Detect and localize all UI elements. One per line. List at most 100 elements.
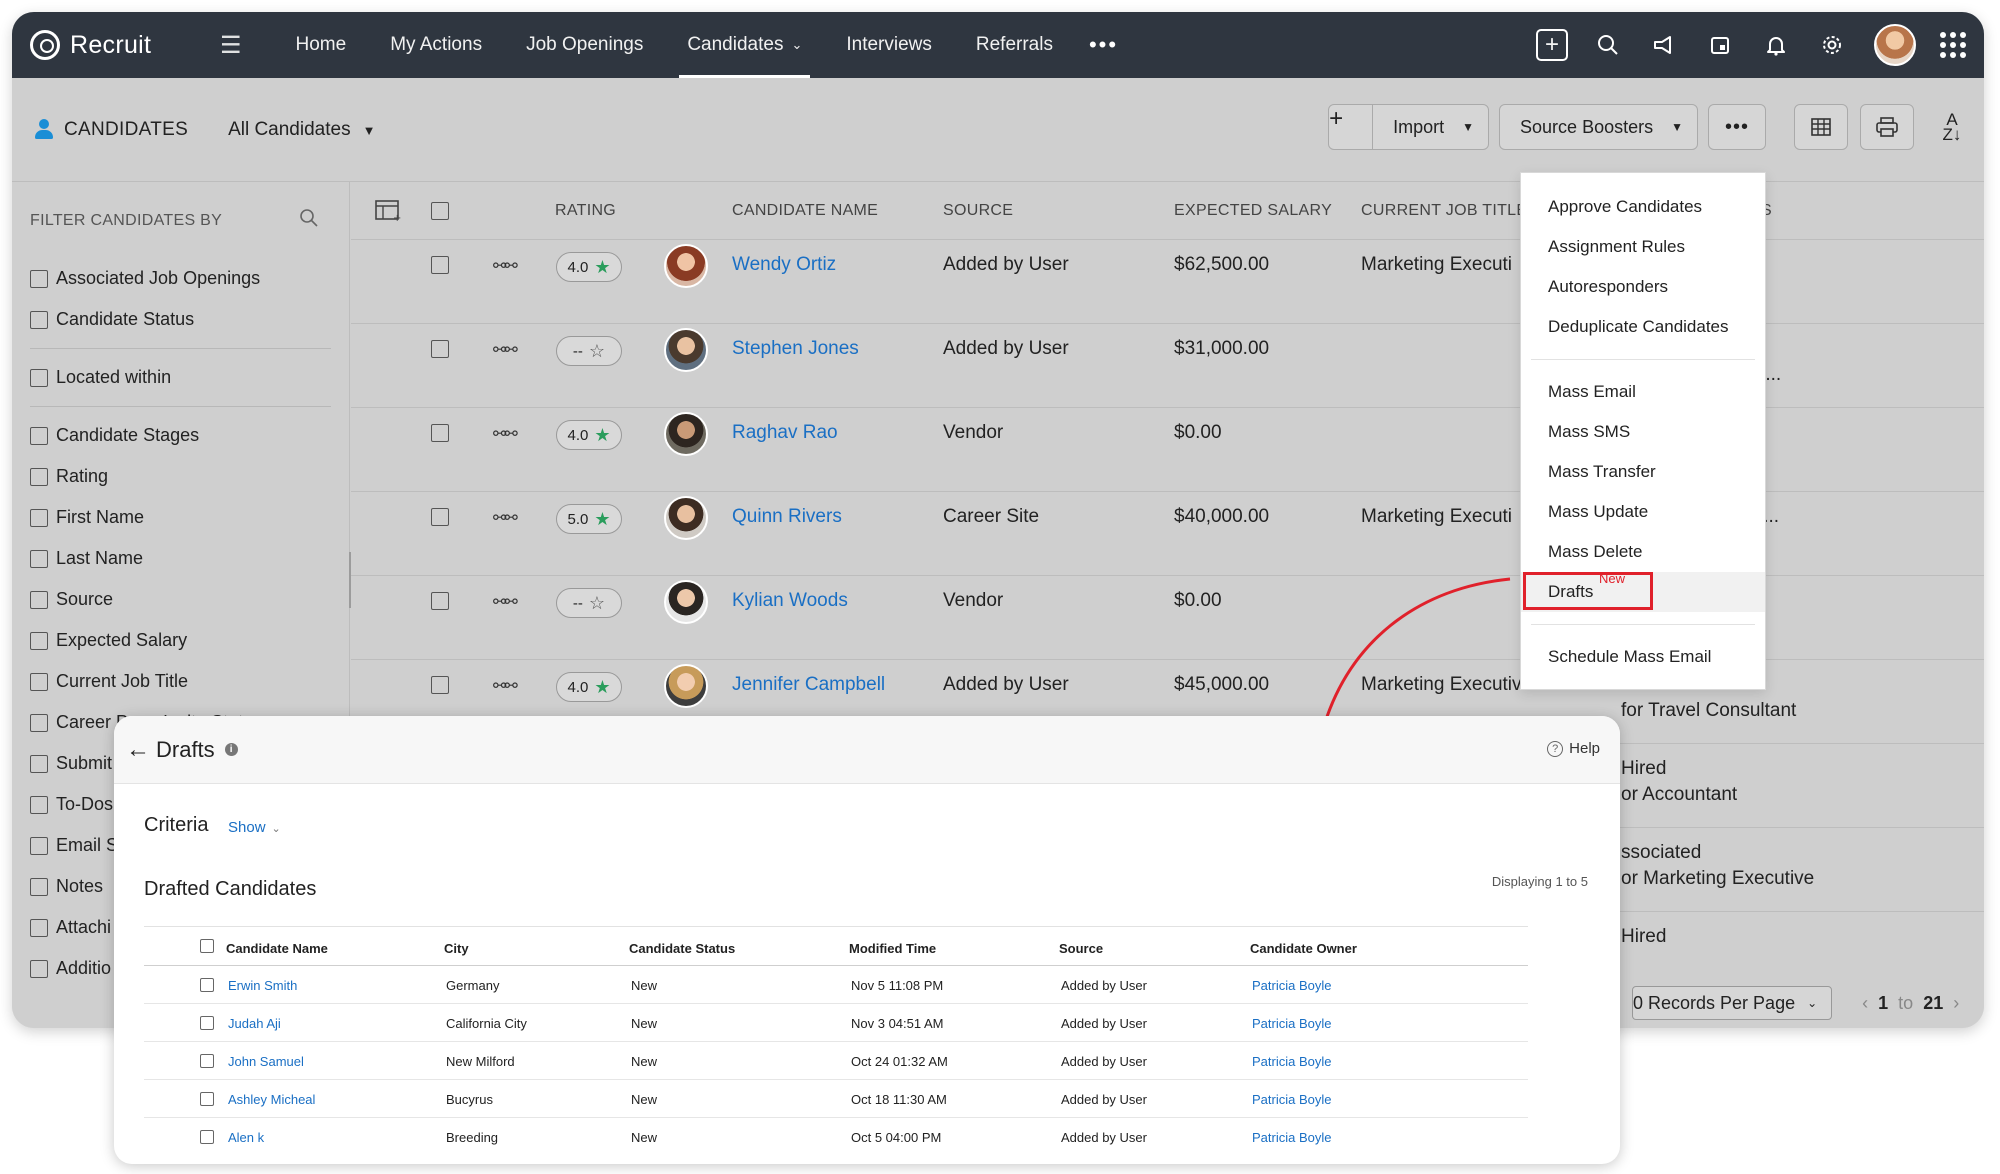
owner-link[interactable]: Patricia Boyle	[1252, 1130, 1332, 1145]
filter-checkbox[interactable]	[30, 368, 48, 387]
candidate-name-link[interactable]: Stephen Jones	[732, 338, 859, 359]
rating-badge[interactable]: -- ☆	[556, 588, 622, 618]
user-avatar[interactable]	[1874, 24, 1916, 66]
owner-link[interactable]: Patricia Boyle	[1252, 978, 1332, 993]
filter-checkbox[interactable]	[30, 590, 48, 609]
table-row[interactable]: Hired	[351, 912, 1984, 996]
filter-item[interactable]: Source	[12, 579, 349, 620]
column-settings-icon[interactable]: +	[375, 200, 401, 227]
brand[interactable]: Recruit	[30, 30, 200, 60]
quick-create-button[interactable]: +	[1524, 12, 1580, 78]
search-icon[interactable]	[1580, 12, 1636, 78]
nav-job-openings[interactable]: Job Openings	[504, 12, 665, 78]
col-modified-time[interactable]: Modified Time	[849, 941, 937, 956]
filter-checkbox[interactable]	[30, 836, 48, 855]
filter-checkbox[interactable]	[30, 508, 48, 527]
rating-badge[interactable]: 4.0 ★	[556, 420, 622, 450]
filter-item[interactable]: Candidate Stages	[12, 415, 349, 456]
menu-item-approve-candidates[interactable]: Approve Candidates	[1521, 187, 1765, 227]
header-rating[interactable]: RATING	[555, 202, 617, 219]
header-status-partial[interactable]: S	[1761, 202, 1772, 219]
table-row[interactable]: Alen k Breeding New Oct 5 04:00 PM Added…	[144, 1118, 1528, 1156]
filter-checkbox[interactable]	[30, 795, 48, 814]
filter-item[interactable]: First Name	[12, 497, 349, 538]
nav-home[interactable]: Home	[274, 12, 369, 78]
col-candidate-status[interactable]: Candidate Status	[629, 941, 736, 956]
filter-item[interactable]: Located within	[12, 357, 349, 398]
table-row[interactable]: ⚯⚯ 5.0 ★ Quinn Rivers Career Site $40,000…	[351, 492, 1984, 576]
draft-candidate-link[interactable]: Judah Aji	[228, 1016, 281, 1031]
table-view-icon[interactable]	[1794, 104, 1848, 150]
filter-checkbox[interactable]	[30, 918, 48, 937]
menu-item-mass-delete[interactable]: Mass Delete	[1521, 532, 1765, 572]
col-city[interactable]: City	[444, 941, 469, 956]
filter-item[interactable]: Last Name	[12, 538, 349, 579]
row-checkbox[interactable]	[200, 1130, 214, 1144]
draft-candidate-link[interactable]: John Samuel	[228, 1054, 304, 1069]
col-candidate-owner[interactable]: Candidate Owner	[1250, 941, 1357, 956]
filter-checkbox[interactable]	[30, 959, 48, 978]
calendar-icon[interactable]	[1692, 12, 1748, 78]
menu-item-mass-update[interactable]: Mass Update	[1521, 492, 1765, 532]
more-actions-button[interactable]: •••	[1708, 104, 1766, 150]
table-row[interactable]: ⚯⚯ -- ☆ Stephen Jones Added by User $31,0…	[351, 324, 1984, 408]
filter-checkbox[interactable]	[30, 467, 48, 486]
select-all-checkbox[interactable]	[200, 939, 214, 953]
menu-item-mass-email[interactable]: Mass Email	[1521, 372, 1765, 412]
nav-more-button[interactable]: •••	[1088, 32, 1119, 57]
row-checkbox[interactable]	[431, 424, 449, 442]
filter-checkbox[interactable]	[30, 269, 48, 288]
menu-item-schedule-mass-email[interactable]: Schedule Mass Email	[1521, 637, 1765, 677]
binoculars-icon[interactable]: ⚯⚯	[493, 258, 518, 275]
filter-checkbox[interactable]	[30, 310, 48, 329]
col-candidate-name[interactable]: Candidate Name	[226, 941, 328, 956]
menu-item-mass-sms[interactable]: Mass SMS	[1521, 412, 1765, 452]
filter-checkbox[interactable]	[30, 426, 48, 445]
menu-item-assignment-rules[interactable]: Assignment Rules	[1521, 227, 1765, 267]
owner-link[interactable]: Patricia Boyle	[1252, 1016, 1332, 1031]
filter-checkbox[interactable]	[30, 877, 48, 896]
prev-page-icon[interactable]: ‹	[1862, 992, 1869, 1013]
row-checkbox[interactable]	[431, 256, 449, 274]
announcement-icon[interactable]	[1636, 12, 1692, 78]
filter-item[interactable]: Current Job Title	[12, 661, 349, 702]
filter-item[interactable]: Candidate Status	[12, 299, 349, 340]
candidate-name-link[interactable]: Jennifer Campbell	[732, 674, 886, 695]
import-caret-icon[interactable]: ▼	[1462, 120, 1475, 134]
binoculars-icon[interactable]: ⚯⚯	[493, 426, 518, 443]
rating-badge[interactable]: 5.0 ★	[556, 504, 622, 534]
filter-item[interactable]: Email S	[12, 825, 349, 866]
binoculars-icon[interactable]: ⚯⚯	[493, 678, 518, 695]
owner-link[interactable]: Patricia Boyle	[1252, 1092, 1332, 1107]
nav-my-actions[interactable]: My Actions	[368, 12, 504, 78]
filter-item[interactable]: Expected Salary	[12, 620, 349, 661]
nav-referrals[interactable]: Referrals	[954, 12, 1075, 78]
row-checkbox[interactable]	[431, 676, 449, 694]
select-all-checkbox[interactable]	[431, 202, 449, 220]
rating-badge[interactable]: 4.0 ★	[556, 672, 622, 702]
header-candidate-name[interactable]: CANDIDATE NAME	[732, 202, 879, 219]
filter-checkbox[interactable]	[30, 672, 48, 691]
menu-item-mass-transfer[interactable]: Mass Transfer	[1521, 452, 1765, 492]
filter-item[interactable]: Notes	[12, 866, 349, 907]
filter-item[interactable]: To-Dos	[12, 784, 349, 825]
row-checkbox[interactable]	[200, 1016, 214, 1030]
row-checkbox[interactable]	[200, 1092, 214, 1106]
add-candidate-button[interactable]: +	[1329, 105, 1374, 149]
binoculars-icon[interactable]: ⚯⚯	[493, 342, 518, 359]
row-checkbox[interactable]	[200, 1054, 214, 1068]
print-icon[interactable]	[1860, 104, 1914, 150]
binoculars-icon[interactable]: ⚯⚯	[493, 510, 518, 527]
back-arrow-icon[interactable]: ←	[126, 735, 150, 763]
rating-badge[interactable]: 4.0 ★	[556, 252, 622, 282]
owner-link[interactable]: Patricia Boyle	[1252, 1054, 1332, 1069]
filter-checkbox[interactable]	[30, 713, 48, 732]
draft-candidate-link[interactable]: Ashley Micheal	[228, 1092, 316, 1107]
header-current-job-title[interactable]: CURRENT JOB TITLE	[1361, 202, 1528, 219]
header-source[interactable]: SOURCE	[943, 202, 1014, 219]
candidate-name-link[interactable]: Wendy Ortiz	[732, 254, 837, 275]
menu-item-deduplicate-candidates[interactable]: Deduplicate Candidates	[1521, 307, 1765, 347]
menu-item-autoresponders[interactable]: Autoresponders	[1521, 267, 1765, 307]
table-row[interactable]: Erwin Smith Germany New Nov 5 11:08 PM A…	[144, 966, 1528, 1004]
candidate-name-link[interactable]: Quinn Rivers	[732, 506, 842, 527]
